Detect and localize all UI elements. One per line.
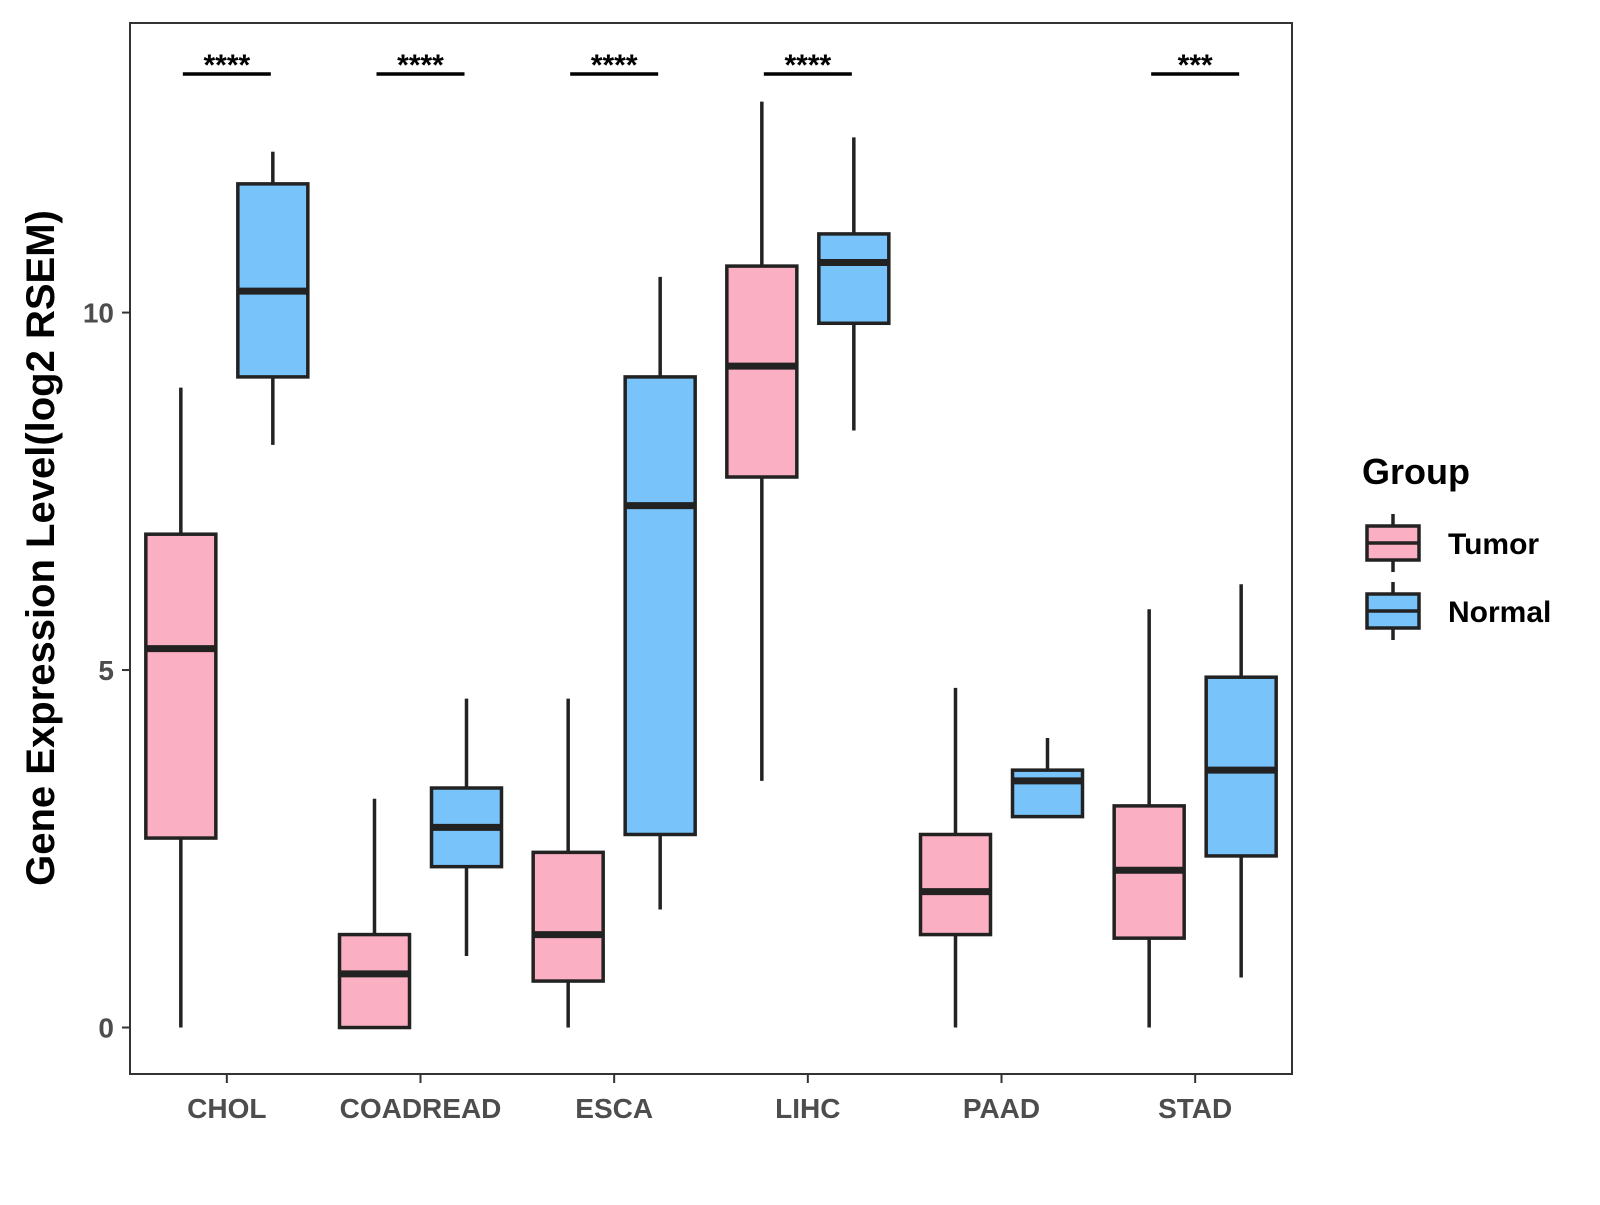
box-normal-paad (1010, 737, 1085, 819)
box-normal-lihc (817, 137, 891, 431)
y-axis-title: Gene Expression Level(log2 RSEM) (19, 210, 63, 886)
significance-label: **** (591, 49, 638, 82)
x-tick-label-paad: PAAD (963, 1093, 1040, 1124)
box-tumor-chol (144, 387, 218, 1028)
y-tick-label: 10 (83, 298, 114, 329)
box-normal-coadread (429, 698, 504, 957)
y-tick-label: 5 (98, 655, 114, 686)
box-iqr (623, 375, 697, 837)
box-tumor-stad (1112, 609, 1186, 1028)
significance-chol: **** (182, 49, 271, 82)
box-iqr (337, 932, 412, 1030)
box-layer (144, 101, 1278, 1030)
y-tick-label: 0 (98, 1013, 114, 1044)
x-tick-label-lihc: LIHC (775, 1093, 840, 1124)
box-iqr (817, 232, 891, 326)
significance-coadread: **** (376, 49, 465, 82)
box-tumor-lihc (725, 101, 799, 781)
box-normal-stad (1204, 584, 1278, 978)
y-axis: 0 5 10 (83, 298, 130, 1044)
box-iqr (918, 832, 993, 937)
box-normal-esca (623, 276, 697, 910)
significance-label: **** (397, 49, 444, 82)
significance-label: *** (1178, 49, 1213, 82)
box-iqr (531, 850, 605, 983)
legend-item-normal: Normal (1365, 582, 1551, 640)
significance-layer: **** **** **** **** *** (182, 49, 1240, 82)
x-tick-label-stad: STAD (1158, 1093, 1232, 1124)
x-tick-label-coadread: COADREAD (340, 1093, 502, 1124)
x-axis: CHOL COADREAD ESCA LIHC PAAD STAD (187, 1074, 1232, 1124)
panel-border (129, 22, 1293, 1075)
significance-lihc: **** (763, 49, 852, 82)
box-iqr (1204, 675, 1278, 858)
box-tumor-coadread (337, 798, 412, 1030)
legend-label: Normal (1448, 596, 1551, 629)
legend-label: Tumor (1448, 528, 1539, 561)
box-iqr (1010, 768, 1085, 819)
box-tumor-esca (531, 698, 605, 1028)
x-tick-label-chol: CHOL (187, 1093, 266, 1124)
box-iqr (236, 182, 310, 379)
significance-stad: *** (1151, 49, 1240, 82)
box-tumor-paad (918, 687, 993, 1028)
box-normal-chol (236, 151, 310, 445)
significance-esca: **** (570, 49, 659, 82)
x-tick-label-esca: ESCA (575, 1093, 653, 1124)
legend: Group Tumor Normal (1362, 451, 1551, 640)
significance-label: **** (203, 49, 250, 82)
box-iqr (144, 532, 218, 840)
significance-label: **** (784, 49, 831, 82)
box-iqr (725, 264, 799, 479)
legend-title: Group (1362, 451, 1470, 492)
legend-item-tumor: Tumor (1365, 514, 1539, 572)
